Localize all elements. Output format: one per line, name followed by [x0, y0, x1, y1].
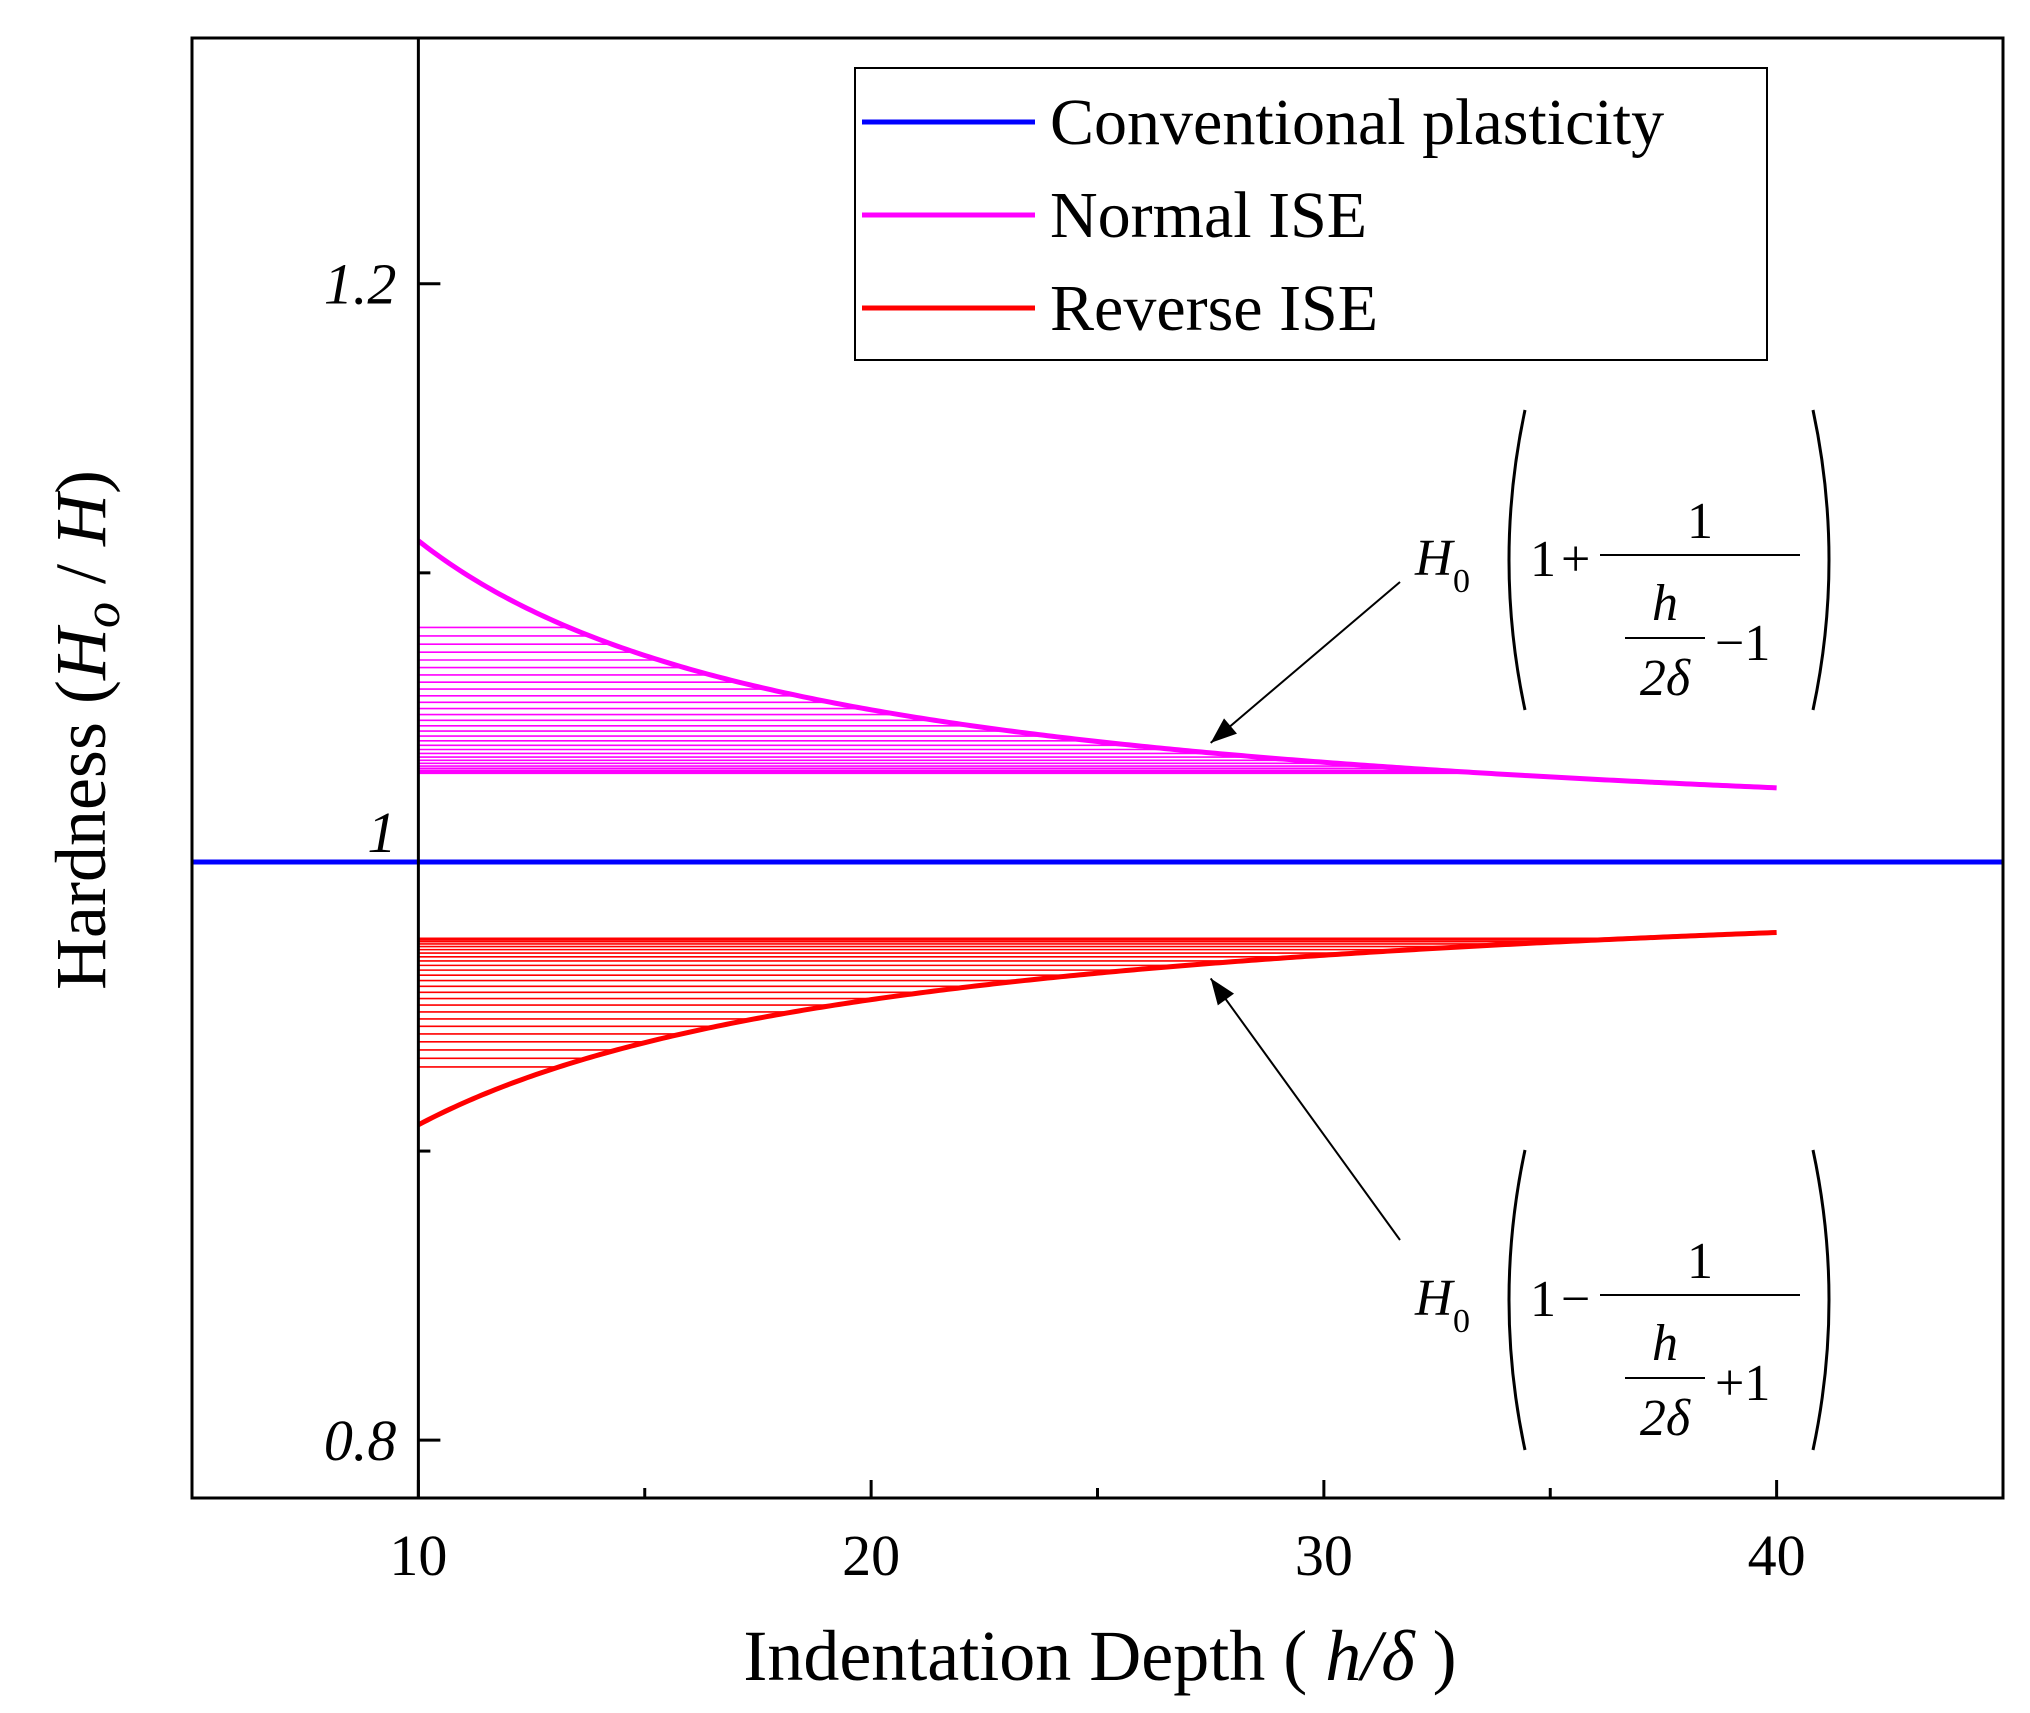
normal-ise-formula-H: H	[1414, 530, 1455, 587]
normal-ise-formula-frac-top: h	[1652, 575, 1678, 632]
reverse-ise-formula-one: 1	[1530, 1271, 1556, 1328]
y-tick-label-0.8: 0.8	[324, 1408, 397, 1473]
reverse-ise-formula-H: H	[1414, 1270, 1455, 1327]
y-axis-title-group: Hardness (Ho / H)	[41, 470, 131, 990]
y-tick-label-1: 1	[367, 800, 396, 865]
normal-ise-formula-frac-bottom: 2δ	[1640, 650, 1691, 707]
reverse-ise-formula-sub: 0	[1453, 1303, 1470, 1340]
reverse-ise-formula-arrow-head	[1210, 978, 1235, 1006]
normal-ise-formula-arrow-head	[1210, 718, 1237, 743]
legend: Conventional plasticity Normal ISE Reverse…	[854, 67, 1768, 361]
x-axis-title-var: h/δ	[1325, 1616, 1416, 1696]
y-axis-title-prefix: Hardness (	[41, 680, 121, 990]
normal-ise-formula-numerator: 1	[1687, 493, 1713, 550]
series-normal-ise	[416, 538, 1777, 791]
reverse-ise-formula-tail: +1	[1715, 1355, 1770, 1412]
reverse-ise-formula-frac-top: h	[1652, 1315, 1678, 1372]
legend-label-1: Normal ISE	[1050, 179, 1367, 252]
reverse-ise-formula-numerator: 1	[1687, 1233, 1713, 1290]
x-axis-title-suffix: )	[1415, 1616, 1457, 1696]
y-axis-title-suffix: )	[41, 470, 121, 494]
series-reverse-ise	[417, 929, 1777, 1128]
x-tick-label-40: 40	[1748, 1523, 1806, 1588]
x-tick-label-20: 20	[842, 1523, 900, 1588]
normal-ise-formula-rparen	[1811, 409, 1831, 711]
reverse-ise-formula-frac-bottom: 2δ	[1640, 1390, 1691, 1447]
normal-ise-formula-lparen	[1507, 409, 1527, 711]
y-tick-label-1.2: 1.2	[324, 252, 397, 317]
y-axis-title-sub: o	[74, 602, 131, 628]
x-axis-title-prefix: Indentation Depth (	[743, 1616, 1325, 1696]
normal-ise-formula-op: +	[1561, 531, 1590, 588]
normal-ise-formula-arrow-line	[1210, 581, 1401, 744]
y-axis-title: Hardness (Ho / H)	[41, 470, 131, 990]
axes-layer	[190, 36, 2005, 1500]
legend-label-2: Reverse ISE	[1050, 272, 1378, 345]
x-tick-label-30: 30	[1295, 1523, 1353, 1588]
y-axis-title-H: H	[41, 624, 121, 681]
x-tick-label-10: 10	[389, 1523, 447, 1588]
reverse-ise-formula-op: −	[1561, 1271, 1590, 1328]
normal-ise-formula-tail: −1	[1715, 615, 1770, 672]
legend-label-0: Conventional plasticity	[1050, 86, 1664, 159]
hatch-layer	[418, 626, 1636, 1068]
reverse-ise-formula-rparen	[1811, 1149, 1831, 1451]
normal-ise-formula-sub: 0	[1453, 563, 1470, 600]
normal-ise-formula-one: 1	[1530, 531, 1556, 588]
x-axis-title: Indentation Depth ( h/δ )	[743, 1616, 1456, 1696]
y-axis-title-H2: H	[41, 490, 121, 547]
y-axis-title-rest: /	[41, 546, 121, 602]
reverse-ise-formula-arrow-line	[1209, 977, 1401, 1241]
reverse-ise-formula-lparen	[1507, 1149, 1527, 1451]
series-layer	[192, 538, 2003, 1128]
